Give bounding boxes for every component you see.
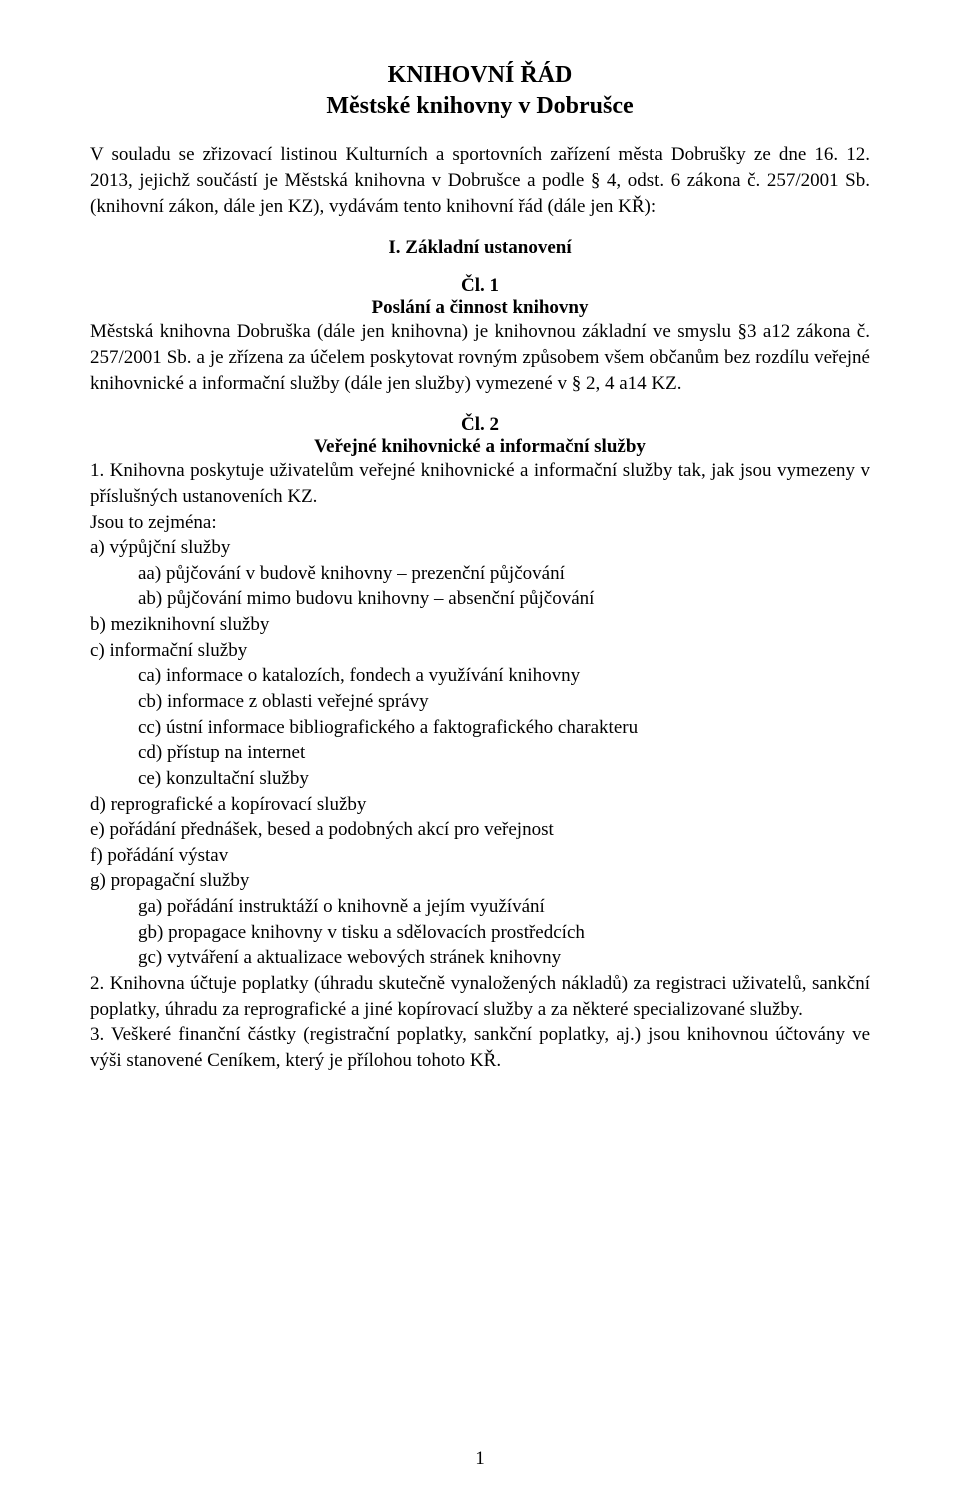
- list-ca: ca) informace o katalozích, fondech a vy…: [90, 663, 870, 689]
- article-2-para1: 1. Knihovna poskytuje uživatelům veřejné…: [90, 458, 870, 509]
- doc-title-line2: Městské knihovny v Dobrušce: [90, 91, 870, 122]
- list-cd: cd) přístup na internet: [90, 740, 870, 766]
- list-c: c) informační služby: [90, 638, 870, 664]
- list-b: b) meziknihovní služby: [90, 612, 870, 638]
- article-1-title: Poslání a činnost knihovny: [90, 297, 870, 319]
- list-cb: cb) informace z oblasti veřejné správy: [90, 689, 870, 715]
- page-number: 1: [0, 1448, 960, 1470]
- list-ga: ga) pořádání instruktáží o knihovně a je…: [90, 894, 870, 920]
- article-2-para3: 3. Veškeré finanční částky (registrační …: [90, 1022, 870, 1073]
- list-ab: ab) půjčování mimo budovu knihovny – abs…: [90, 586, 870, 612]
- list-e: e) pořádání přednášek, besed a podobných…: [90, 817, 870, 843]
- list-a: a) výpůjční služby: [90, 535, 870, 561]
- article-1-label: Čl. 1: [90, 275, 870, 297]
- article-2-para1-tail: Jsou to zejména:: [90, 510, 870, 536]
- doc-title-line1: KNIHOVNÍ ŘÁD: [90, 60, 870, 91]
- list-aa: aa) půjčování v budově knihovny – prezen…: [90, 561, 870, 587]
- list-g: g) propagační služby: [90, 868, 870, 894]
- page: KNIHOVNÍ ŘÁD Městské knihovny v Dobrušce…: [0, 0, 960, 1490]
- section-1-title: I. Základní ustanovení: [90, 237, 870, 259]
- article-2-title: Veřejné knihovnické a informační služby: [90, 436, 870, 458]
- list-gb: gb) propagace knihovny v tisku a sdělova…: [90, 920, 870, 946]
- list-cc: cc) ústní informace bibliografického a f…: [90, 715, 870, 741]
- list-gc: gc) vytváření a aktualizace webových str…: [90, 945, 870, 971]
- article-1-body: Městská knihovna Dobruška (dále jen knih…: [90, 319, 870, 396]
- article-2-label: Čl. 2: [90, 414, 870, 436]
- intro-paragraph: V souladu se zřizovací listinou Kulturní…: [90, 142, 870, 219]
- list-ce: ce) konzultační služby: [90, 766, 870, 792]
- list-f: f) pořádání výstav: [90, 843, 870, 869]
- list-d: d) reprografické a kopírovací služby: [90, 792, 870, 818]
- article-2-para2: 2. Knihovna účtuje poplatky (úhradu skut…: [90, 971, 870, 1022]
